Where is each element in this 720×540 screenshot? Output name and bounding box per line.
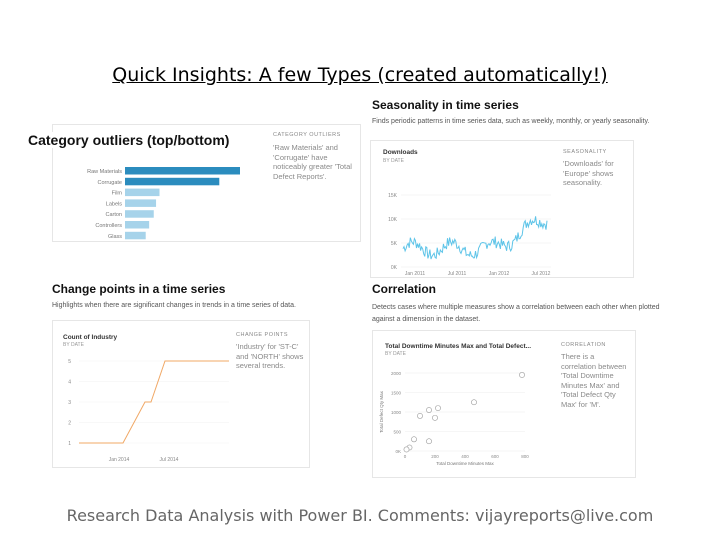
change-points-side-label: CHANGE POINTS: [236, 332, 289, 338]
bar: [125, 221, 150, 229]
category-outliers-chart: Raw Materials Corrugate Film Labels Carton Co…: [87, 167, 240, 240]
scatter-point: [426, 407, 432, 413]
y-tick-label: 1: [68, 441, 71, 447]
scatter-point: [519, 372, 525, 378]
category-outliers-panel: CATEGORY OUTLIERS 'Raw Materials' and 'C…: [26, 120, 361, 242]
seasonality-chart: 15K 10K 5K 0K Jan 2011 Jul 2011 Jan 2012 Jul 20…: [388, 193, 551, 277]
y-axis-label: Total Defect Qty Max: [379, 390, 384, 433]
x-tick-label: Jul 2012: [532, 271, 551, 277]
x-tick-label: 600: [491, 454, 499, 459]
y-tick-label: 0K: [395, 449, 401, 454]
x-tick-label: Jan 2011: [405, 271, 425, 277]
change-points-card: Count of Industry BY DATE CHANGE POINTS …: [52, 320, 310, 468]
bar: [125, 177, 220, 186]
x-tick-label: Jan 2012: [489, 271, 510, 277]
y-tick-label: 5: [68, 359, 71, 365]
bar-label: Corrugate: [98, 180, 122, 186]
seasonality-side-label: SEASONALITY: [563, 149, 607, 155]
seasonality-description: Finds periodic patterns in time series d…: [372, 118, 650, 125]
correlation-side-text: There is a correlation between 'Total Do…: [561, 352, 627, 409]
y-tick-label: 10K: [388, 217, 398, 223]
y-tick-label: 1500: [391, 391, 402, 396]
y-tick-label: 15K: [388, 193, 398, 199]
change-points-chart: 5 4 3 2 1 Jan 2014 Jul 2014: [68, 359, 229, 463]
y-tick-label: 1000: [391, 410, 402, 415]
bar-label: Glass: [108, 234, 122, 240]
scatter-point: [471, 399, 477, 406]
bar: [125, 167, 240, 175]
scatter-point: [403, 446, 410, 453]
bar-label: Film: [112, 191, 123, 197]
scatter-point: [435, 405, 441, 411]
seasonality-chart-title: Downloads: [383, 149, 418, 156]
correlation-card: Total Downtime Minutes Max and Total Def…: [372, 330, 636, 478]
y-tick-label: 3: [68, 400, 71, 406]
correlation-chart: 2000 1500 1000 500 0K0 200 400 600 800 Total Down…: [379, 371, 529, 466]
x-axis-label: Total Downtime Minutes Max: [436, 461, 494, 466]
y-tick-label: 0K: [391, 265, 398, 271]
y-tick-label: 2: [68, 421, 71, 427]
change-points-panel: Change points in a time series Highlight…: [52, 282, 334, 468]
correlation-chart-title: Total Downtime Minutes Max and Total Def…: [385, 343, 532, 350]
change-points-chart-subtitle: BY DATE: [63, 342, 84, 348]
scatter-point: [417, 413, 423, 419]
change-points-side-text: 'Industry' for 'ST-C' and 'NORTH' shows …: [236, 342, 304, 370]
category-outliers-side-label: CATEGORY OUTLIERS: [273, 132, 341, 138]
bar: [125, 188, 160, 197]
y-tick-label: 5K: [391, 241, 398, 247]
seasonality-side-text: 'Downloads' for 'Europe' shows seasonali…: [563, 159, 614, 187]
category-outliers-side-text: 'Raw Materials' and 'Corrugate' have not…: [273, 143, 352, 181]
x-tick-label: 200: [431, 454, 439, 459]
x-tick-label: 0: [404, 454, 407, 459]
scatter-point: [432, 414, 438, 421]
correlation-chart-subtitle: BY DATE: [385, 351, 406, 357]
x-tick-label: Jul 2014: [160, 457, 179, 463]
change-points-chart-title: Count of Industry: [63, 334, 118, 341]
bar: [125, 210, 154, 218]
scatter-point: [411, 436, 417, 443]
slide-title: Quick Insights: A few Types (created aut…: [112, 64, 608, 86]
seasonality-heading: Seasonality in time series: [372, 98, 519, 112]
y-tick-label: 500: [393, 430, 401, 435]
correlation-heading: Correlation: [372, 282, 437, 296]
seasonality-panel: Seasonality in time series Finds periodi…: [370, 98, 660, 278]
bar-label: Raw Materials: [87, 169, 122, 175]
bar-label: Labels: [106, 201, 122, 207]
change-points-heading: Change points in a time series: [52, 282, 226, 296]
slide-footer: Research Data Analysis with Power BI. Co…: [66, 506, 654, 525]
y-tick-label: 2000: [391, 371, 402, 376]
downloads-series-line: [402, 216, 548, 260]
bar-label: Carton: [105, 212, 122, 218]
x-tick-label: 400: [461, 454, 469, 459]
bar: [125, 199, 157, 207]
seasonality-card: Downloads BY DATE SEASONALITY 'Downloads…: [370, 140, 634, 278]
correlation-side-label: CORRELATION: [561, 342, 606, 348]
scatter-point: [426, 438, 432, 445]
y-tick-label: 4: [68, 380, 71, 386]
correlation-panel: Correlation Detects cases where multiple…: [372, 282, 662, 478]
bar: [125, 231, 146, 240]
x-tick-label: Jul 2011: [448, 271, 467, 277]
x-tick-label: Jan 2014: [109, 457, 130, 463]
correlation-description: Detects cases where multiple measures sh…: [372, 304, 660, 323]
seasonality-chart-subtitle: BY DATE: [383, 158, 404, 164]
bar-label: Controllers: [95, 223, 122, 229]
change-points-description: Highlights when there are significant ch…: [52, 302, 296, 309]
industry-series-line: [79, 360, 229, 444]
category-outliers-heading: Category outliers (top/bottom): [28, 132, 234, 148]
x-tick-label: 800: [521, 454, 529, 459]
